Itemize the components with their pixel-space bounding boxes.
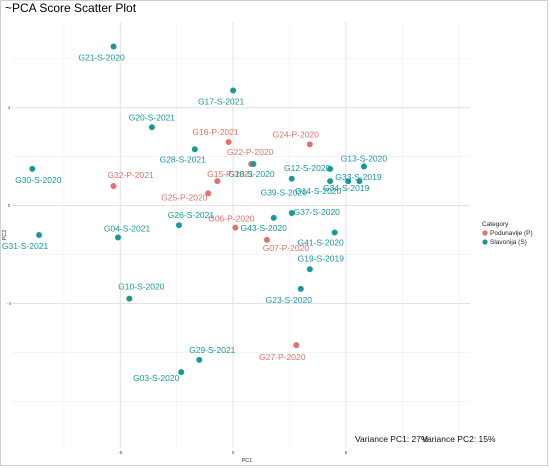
y-tick-label: 4 <box>8 105 11 110</box>
x-tick-label: 5 <box>345 450 348 455</box>
point-label: G17-S-2021 <box>198 97 245 107</box>
data-point <box>263 236 270 243</box>
data-point <box>225 138 232 145</box>
legend-swatch <box>482 239 488 245</box>
data-point <box>297 285 304 292</box>
legend-title: Category <box>482 221 509 228</box>
variance-pc1: Variance PC1: 27% <box>355 434 429 444</box>
point-label: G32-P-2021 <box>107 170 154 180</box>
legend-swatch <box>482 230 488 236</box>
point-label: G20-S-2021 <box>129 112 176 122</box>
point-label: G22-P-2020 <box>227 147 274 157</box>
point-label: G39-S-2020 <box>261 188 308 198</box>
point-label: G06-P-2020 <box>208 214 255 224</box>
point-label: G21-S-2020 <box>78 52 125 62</box>
point-label: G07-P-2020 <box>263 243 310 253</box>
data-point <box>110 43 117 50</box>
data-point <box>327 165 334 172</box>
point-label: G29-S-2021 <box>189 345 236 355</box>
data-point <box>36 232 43 238</box>
y-axis-label: PC2 <box>2 230 8 241</box>
data-point <box>250 161 257 167</box>
data-point <box>288 209 295 216</box>
x-axis-label: PC1 <box>242 458 253 464</box>
point-label: G24-P-2020 <box>273 129 320 139</box>
point-label: G41-S-2020 <box>297 238 344 248</box>
data-point <box>331 229 338 236</box>
data-point <box>115 234 122 241</box>
y-tick-label: -4 <box>7 301 11 306</box>
data-point <box>360 163 367 170</box>
point-label: G04-S-2021 <box>104 223 151 233</box>
point-label: G27-P-2020 <box>259 352 306 362</box>
chart-title: ~PCA Score Scatter Plot <box>5 1 137 15</box>
point-label: G18-S-2020 <box>228 169 275 179</box>
data-point <box>288 175 295 182</box>
point-label: G10-S-2020 <box>118 282 165 292</box>
data-point <box>126 295 133 302</box>
data-point <box>29 165 36 172</box>
point-label: G30-S-2020 <box>15 175 62 185</box>
data-point <box>175 222 182 229</box>
point-label: G33-S-2019 <box>335 172 382 182</box>
variance-pc2: Variance PC2: 15% <box>422 434 496 444</box>
data-point <box>191 146 198 153</box>
point-label: G28-S-2021 <box>160 154 207 164</box>
data-point <box>306 266 313 273</box>
point-label: G19-S-2019 <box>298 253 345 263</box>
data-point <box>110 183 117 190</box>
legend-label: Slavonija (S) <box>490 239 527 246</box>
data-point <box>327 178 334 185</box>
data-point <box>232 224 239 231</box>
point-label: G37-S-2020 <box>294 207 341 217</box>
data-point <box>230 87 237 94</box>
data-point <box>270 214 277 221</box>
point-label: G14-S-2020 <box>295 186 342 196</box>
data-point <box>356 178 363 185</box>
data-point <box>205 190 212 197</box>
data-point <box>148 124 155 131</box>
point-label: G12-S-2020 <box>284 163 331 173</box>
point-label: G13-S-2020 <box>341 153 388 163</box>
point-label: G15-P-2021 <box>207 169 254 179</box>
data-point <box>214 178 221 185</box>
point-label: G43-S-2020 <box>241 223 288 233</box>
point-label: G03-S-2020 <box>133 373 180 383</box>
y-tick-label: 0 <box>8 203 11 208</box>
plot-panel <box>12 22 470 448</box>
data-point <box>293 342 300 349</box>
legend-label: Podunavlje (P) <box>490 230 533 237</box>
point-label: G26-S-2021 <box>168 210 215 220</box>
point-label: G31-S-2021 <box>2 241 49 251</box>
data-point <box>196 356 203 363</box>
point-label: G34-S-2019 <box>323 183 370 193</box>
point-label: G23-S-2020 <box>266 295 313 305</box>
x-tick-label: -5 <box>118 450 122 455</box>
data-point <box>306 141 313 148</box>
x-tick-label: 0 <box>232 450 235 455</box>
data-point <box>345 178 352 185</box>
point-label: G25-P-2020 <box>161 192 208 202</box>
point-label: G16-P-2021 <box>192 127 239 137</box>
data-point <box>178 369 185 376</box>
